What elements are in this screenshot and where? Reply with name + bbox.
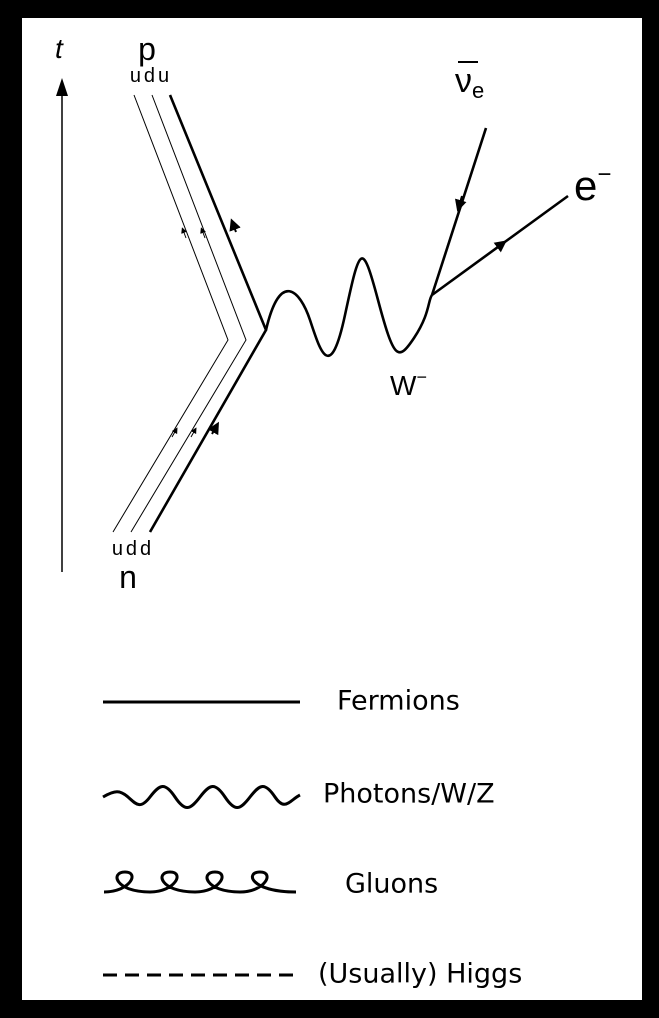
antineutrino-arrow — [454, 195, 467, 212]
electron-arrow — [493, 240, 507, 253]
proton-label: p — [138, 31, 156, 67]
neutron-label: n — [119, 559, 137, 595]
quark-arrows — [171, 218, 241, 438]
electron-label: e− — [574, 161, 611, 209]
legend-label: (Usually) Higgs — [318, 959, 522, 990]
gluon-symbol — [103, 870, 297, 894]
boson-label: W− — [390, 367, 427, 401]
antineutrino-label: νe — [455, 62, 484, 103]
w-boson — [264, 257, 434, 358]
proton-quarks: udu — [130, 65, 172, 87]
time-arrow — [56, 78, 68, 96]
legend: Fermions Photons/W/Z Gluons (Usually) Hi… — [102, 686, 522, 990]
photon-symbol — [102, 785, 301, 809]
legend-label: Gluons — [345, 869, 438, 900]
neutron-quarks: udd — [112, 538, 154, 560]
legend-label: Photons/W/Z — [323, 779, 495, 810]
panel — [22, 18, 642, 1000]
time-label: t — [55, 33, 64, 64]
legend-label: Fermions — [337, 686, 460, 717]
